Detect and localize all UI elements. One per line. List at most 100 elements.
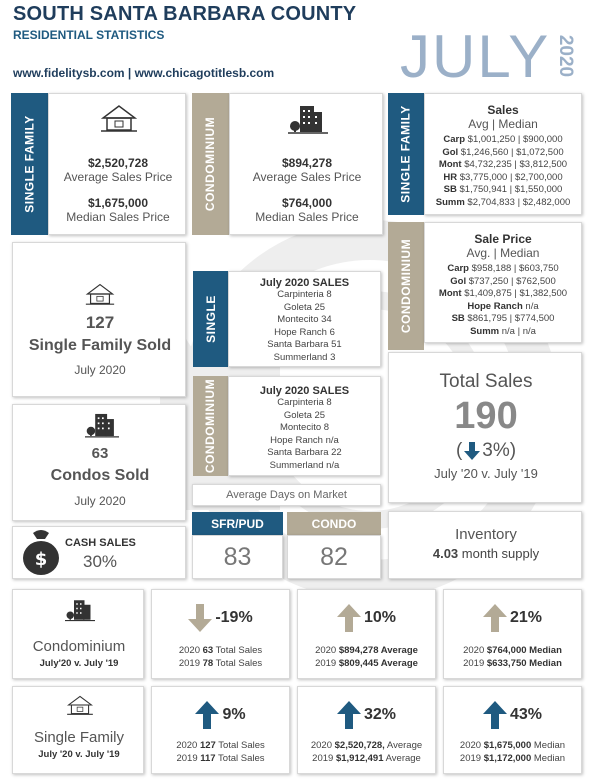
condo-building-icon xyxy=(65,600,95,622)
sf-sales-table-row-values: $3,775,000 | $2,700,000 xyxy=(457,171,563,183)
condo-compare-average-card: 10% 2020 $894,278 Average 2019 $809,445 Av… xyxy=(297,589,436,679)
condo-sales-table-row-area: Mont xyxy=(438,288,462,299)
condo-sales-table-row: Hope Ranch n/a xyxy=(425,301,581,314)
money-bag-icon: $ xyxy=(23,530,59,575)
condo-compare-total-card: -19% 2020 63 Total Sales 2019 78 Total Sal… xyxy=(151,589,290,679)
sf-compare-average-line: 2020 $2,520,728, Average xyxy=(310,740,423,751)
condo-dom-value: 82 xyxy=(320,542,348,571)
sf-compare-average-card: 32% 2020 $2,520,728, Average 2019 $1,912,4… xyxy=(297,686,436,774)
sf-compare-median-line: 2019 $1,172,000 Median xyxy=(459,753,566,764)
sf-sales-table-title: Sales xyxy=(487,103,519,117)
house-icon xyxy=(101,105,137,132)
house-icon xyxy=(85,283,115,305)
arrow-up-icon xyxy=(336,604,361,632)
sf-avg-label: Average Sales Price xyxy=(63,170,173,184)
sf-sales-table-row-values: $4,732,235 | $3,812,500 xyxy=(461,159,568,170)
sf-compare-median-line: 2020 $1,675,000 Median xyxy=(459,740,566,751)
sf-sales-table-row-values: $1,246,560 | $1,072,500 xyxy=(458,146,564,158)
condo-compare-total-line: 2019 78 Total Sales xyxy=(178,658,263,669)
condo-building-icon xyxy=(288,106,328,134)
arrow-up-icon xyxy=(195,701,220,729)
sf-sales-table-row-area: HR xyxy=(443,171,458,183)
year-label: 2020 xyxy=(555,34,576,78)
sf-compare-average-pct: 32% xyxy=(363,706,397,723)
sf-sold-card: 127 Single Family Sold July 2020 xyxy=(12,242,186,397)
arrow-up-icon xyxy=(482,604,507,632)
condo-sales-list-row: Hope Ranch n/a xyxy=(270,434,339,446)
sf-compare-median-card: 43% 2020 $1,675,000 Median 2019 $1,172,000… xyxy=(443,686,582,774)
condo-sales-table-row-area: SB xyxy=(451,313,465,324)
condo-sales-table-row: Carp $958,188 | $603,750 xyxy=(425,263,581,276)
condos-sold-count: 63 xyxy=(91,445,109,462)
condo-list-bar: CONDOMINIUM xyxy=(193,376,228,476)
sf-compare-total-card: 9% 2020 127 Total Sales 2019 117 Total Sal… xyxy=(151,686,290,774)
sf-sold-label: Single Family Sold xyxy=(28,337,172,354)
cash-sales-value: 30% xyxy=(83,552,118,571)
condo-compare-median-card: 21% 2020 $764,000 Median 2019 $633,750 Med… xyxy=(443,589,582,679)
condo-compare-median-line: 2019 $633,750 Median xyxy=(463,658,562,669)
condo-sales-list-row: Goleta 25 xyxy=(283,409,326,421)
cash-sales-card: $ CASH SALES 30% xyxy=(12,526,186,579)
condo-sales-table-row: Mont $1,409,875 | $1,382,500 xyxy=(425,288,581,301)
sf-sales-table-row: Gol $1,246,560 | $1,072,500 xyxy=(425,147,581,160)
condo-compare-average-line: 2020 $894,278 Average xyxy=(315,645,418,656)
condo-compare-period: July'20 v. July '19 xyxy=(39,658,119,669)
single-sales-list-row: Hope Ranch 6 xyxy=(274,326,335,338)
condo-sales-table-row-values: $861,795 | $774,500 xyxy=(464,313,555,324)
total-sales-label: Total Sales xyxy=(439,371,533,392)
single-list-bar: SINGLE xyxy=(193,271,228,367)
house-icon xyxy=(67,695,93,715)
condo-compare-average-line: 2019 $809,445 Average xyxy=(315,658,418,669)
condos-sold-period: July 2020 xyxy=(74,494,126,508)
sf-sales-table-row: Mont $4,732,235 | $3,812,500 xyxy=(425,159,581,172)
condos-sold-label: Condos Sold xyxy=(50,467,150,484)
sf-sales-table: Sales Avg | Median Carp $1,001,250 | $90… xyxy=(424,93,582,215)
condo-sales-table-row-values: n/a | n/a xyxy=(499,325,536,337)
inventory-card: Inventory 4.03 month supply xyxy=(388,511,582,579)
total-sales-change: 3%) xyxy=(482,440,517,461)
condo-avg-price: $894,278 xyxy=(281,156,333,170)
sf-compare-total-line: 2020 127 Total Sales xyxy=(176,740,265,751)
condo-compare-median-pct: 21% xyxy=(509,609,543,626)
sf-sales-bar: SINGLE FAMILY xyxy=(388,93,424,215)
condo-sales-table: Sale Price Avg. | Median Carp $958,188 |… xyxy=(424,222,582,343)
header: SOUTH SANTA BARBARA COUNTY RESIDENTIAL S… xyxy=(13,3,356,42)
condo-bar: CONDOMINIUM xyxy=(192,93,229,235)
condo-compare-card: Condominium July'20 v. July '19 xyxy=(12,589,144,679)
condo-sales-list-row: Carpinteria 8 xyxy=(277,397,332,408)
total-sales-comparison: July '20 v. July '19 xyxy=(434,466,538,481)
condo-compare-total-pct: -19% xyxy=(215,609,253,626)
condo-compare-title: Condominium xyxy=(32,638,126,655)
sf-compare-total-pct: 9% xyxy=(222,706,246,723)
condo-price-card: $894,278 Average Sales Price $764,000 Me… xyxy=(229,93,383,235)
sfr-dom-card: 83 xyxy=(192,535,283,579)
condo-sales-table-row-area: Carp xyxy=(447,263,469,274)
sf-sales-table-subtitle: Avg | Median xyxy=(468,117,538,131)
total-sales-paren: ( xyxy=(455,440,463,461)
sf-compare-title: Single Family xyxy=(33,729,125,746)
condo-sales-table-row-values: $958,188 | $603,750 xyxy=(469,263,559,274)
sf-sales-table-row-area: SB xyxy=(443,184,457,195)
svg-text:$: $ xyxy=(35,549,48,570)
condo-sales-table-row-area: Hope Ranch xyxy=(467,300,523,312)
condo-sales-table-row: Gol $737,250 | $762,500 xyxy=(425,276,581,289)
sf-compare-total-line: 2019 117 Total Sales xyxy=(176,753,265,764)
single-sales-list-row: Carpinteria 8 xyxy=(277,289,332,300)
single-sales-list-row: Goleta 25 xyxy=(283,301,326,313)
websites[interactable]: www.fidelitysb.com | www.chicagotitlesb.… xyxy=(13,66,275,80)
sf-sold-count: 127 xyxy=(85,313,115,332)
sf-sales-table-row-values: $2,704,833 | $2,482,000 xyxy=(464,196,571,208)
arrow-up-icon xyxy=(482,701,507,729)
condo-sales-list-row: Summerland n/a xyxy=(269,459,340,471)
condo-sales-table-row-area: Summ xyxy=(470,325,500,337)
sf-sales-table-row: Summ $2,704,833 | $2,482,000 xyxy=(425,197,581,210)
sf-median-label: Median Sales Price xyxy=(66,210,170,224)
sf-sales-table-row-area: Gol xyxy=(442,146,459,158)
page-title: SOUTH SANTA BARBARA COUNTY xyxy=(13,3,357,25)
condo-sales-table-title: Sale Price xyxy=(474,232,532,246)
sf-bar: SINGLE FAMILY xyxy=(11,93,48,235)
single-sales-list-row: Summerland 3 xyxy=(273,351,336,363)
sf-sales-table-row-area: Summ xyxy=(435,196,465,208)
condos-sold-card: 63 Condos Sold July 2020 xyxy=(12,404,186,521)
sf-compare-card: Single Family July '20 v. July '19 xyxy=(12,686,144,774)
